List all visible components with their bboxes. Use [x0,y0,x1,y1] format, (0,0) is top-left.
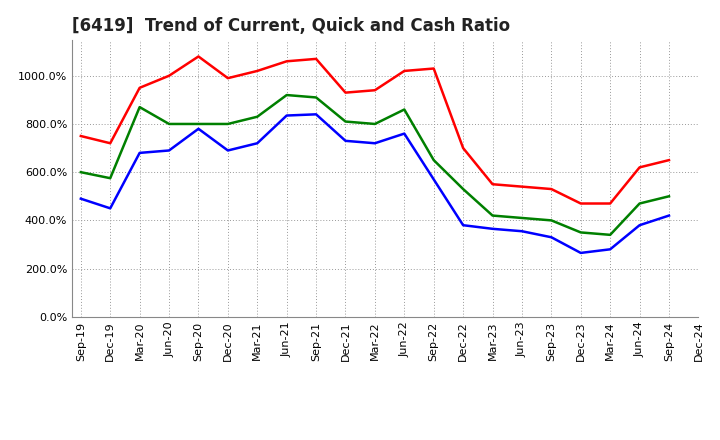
Current Ratio [459,146,467,151]
Cash Ratio [577,250,585,256]
Quick Ratio [547,218,556,223]
Quick Ratio [282,92,291,98]
Current Ratio [400,68,409,73]
Cash Ratio [488,226,497,231]
Quick Ratio [165,121,174,127]
Current Ratio [518,184,526,189]
Current Ratio [223,76,232,81]
Quick Ratio [194,121,203,127]
Line: Quick Ratio: Quick Ratio [81,95,669,235]
Quick Ratio [400,107,409,112]
Current Ratio [106,141,114,146]
Cash Ratio [635,223,644,228]
Current Ratio [488,182,497,187]
Quick Ratio [488,213,497,218]
Current Ratio [341,90,350,95]
Current Ratio [253,68,261,73]
Current Ratio [635,165,644,170]
Cash Ratio [518,229,526,234]
Cash Ratio [312,112,320,117]
Cash Ratio [606,247,614,252]
Cash Ratio [459,223,467,228]
Quick Ratio [606,232,614,238]
Cash Ratio [665,213,673,218]
Quick Ratio [135,104,144,110]
Quick Ratio [665,194,673,199]
Quick Ratio [459,187,467,192]
Current Ratio [135,85,144,91]
Current Ratio [606,201,614,206]
Quick Ratio [253,114,261,119]
Line: Current Ratio: Current Ratio [81,56,669,204]
Quick Ratio [106,176,114,181]
Current Ratio [312,56,320,62]
Cash Ratio [76,196,85,202]
Quick Ratio [635,201,644,206]
Quick Ratio [312,95,320,100]
Current Ratio [371,88,379,93]
Text: [6419]  Trend of Current, Quick and Cash Ratio: [6419] Trend of Current, Quick and Cash … [72,17,510,35]
Line: Cash Ratio: Cash Ratio [81,114,669,253]
Quick Ratio [518,215,526,220]
Cash Ratio [165,148,174,153]
Quick Ratio [429,158,438,163]
Cash Ratio [253,141,261,146]
Current Ratio [577,201,585,206]
Quick Ratio [341,119,350,124]
Cash Ratio [223,148,232,153]
Cash Ratio [429,177,438,182]
Current Ratio [194,54,203,59]
Cash Ratio [135,150,144,155]
Cash Ratio [547,235,556,240]
Current Ratio [165,73,174,78]
Current Ratio [665,158,673,163]
Current Ratio [76,133,85,139]
Cash Ratio [194,126,203,132]
Quick Ratio [223,121,232,127]
Quick Ratio [577,230,585,235]
Quick Ratio [371,121,379,127]
Current Ratio [429,66,438,71]
Current Ratio [547,187,556,192]
Cash Ratio [371,141,379,146]
Quick Ratio [76,169,85,175]
Cash Ratio [106,205,114,211]
Cash Ratio [341,138,350,143]
Cash Ratio [400,131,409,136]
Current Ratio [282,59,291,64]
Cash Ratio [282,113,291,118]
